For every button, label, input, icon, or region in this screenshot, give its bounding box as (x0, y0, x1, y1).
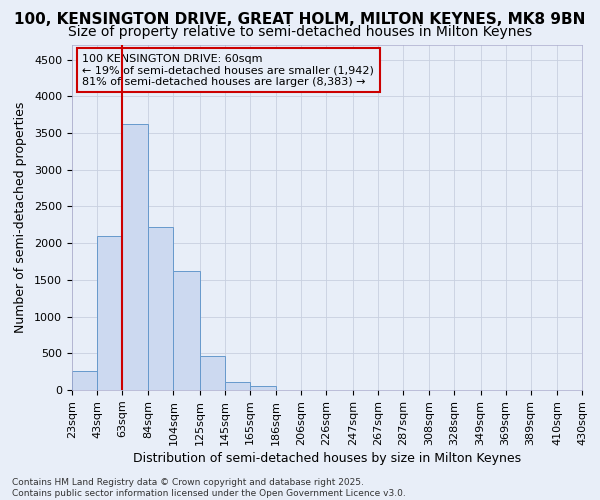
Bar (200, 356, 225, 390)
Text: 100, KENSINGTON DRIVE, GREAT HOLM, MILTON KEYNES, MK8 9BN: 100, KENSINGTON DRIVE, GREAT HOLM, MILTO… (14, 12, 586, 28)
X-axis label: Distribution of semi-detached houses by size in Milton Keynes: Distribution of semi-detached houses by … (133, 452, 521, 465)
Bar (225, 382, 250, 390)
Text: 100 KENSINGTON DRIVE: 60sqm
← 19% of semi-detached houses are smaller (1,942)
81: 100 KENSINGTON DRIVE: 60sqm ← 19% of sem… (82, 54, 374, 87)
Y-axis label: Number of semi-detached properties: Number of semi-detached properties (14, 102, 27, 333)
Bar (97, 236, 122, 390)
Text: Size of property relative to semi-detached houses in Milton Keynes: Size of property relative to semi-detach… (68, 25, 532, 39)
Text: Contains HM Land Registry data © Crown copyright and database right 2025.
Contai: Contains HM Land Registry data © Crown c… (12, 478, 406, 498)
Bar (173, 271, 200, 390)
Bar (122, 124, 148, 390)
Bar (250, 386, 276, 390)
Bar (148, 227, 173, 390)
Bar (72, 371, 97, 390)
